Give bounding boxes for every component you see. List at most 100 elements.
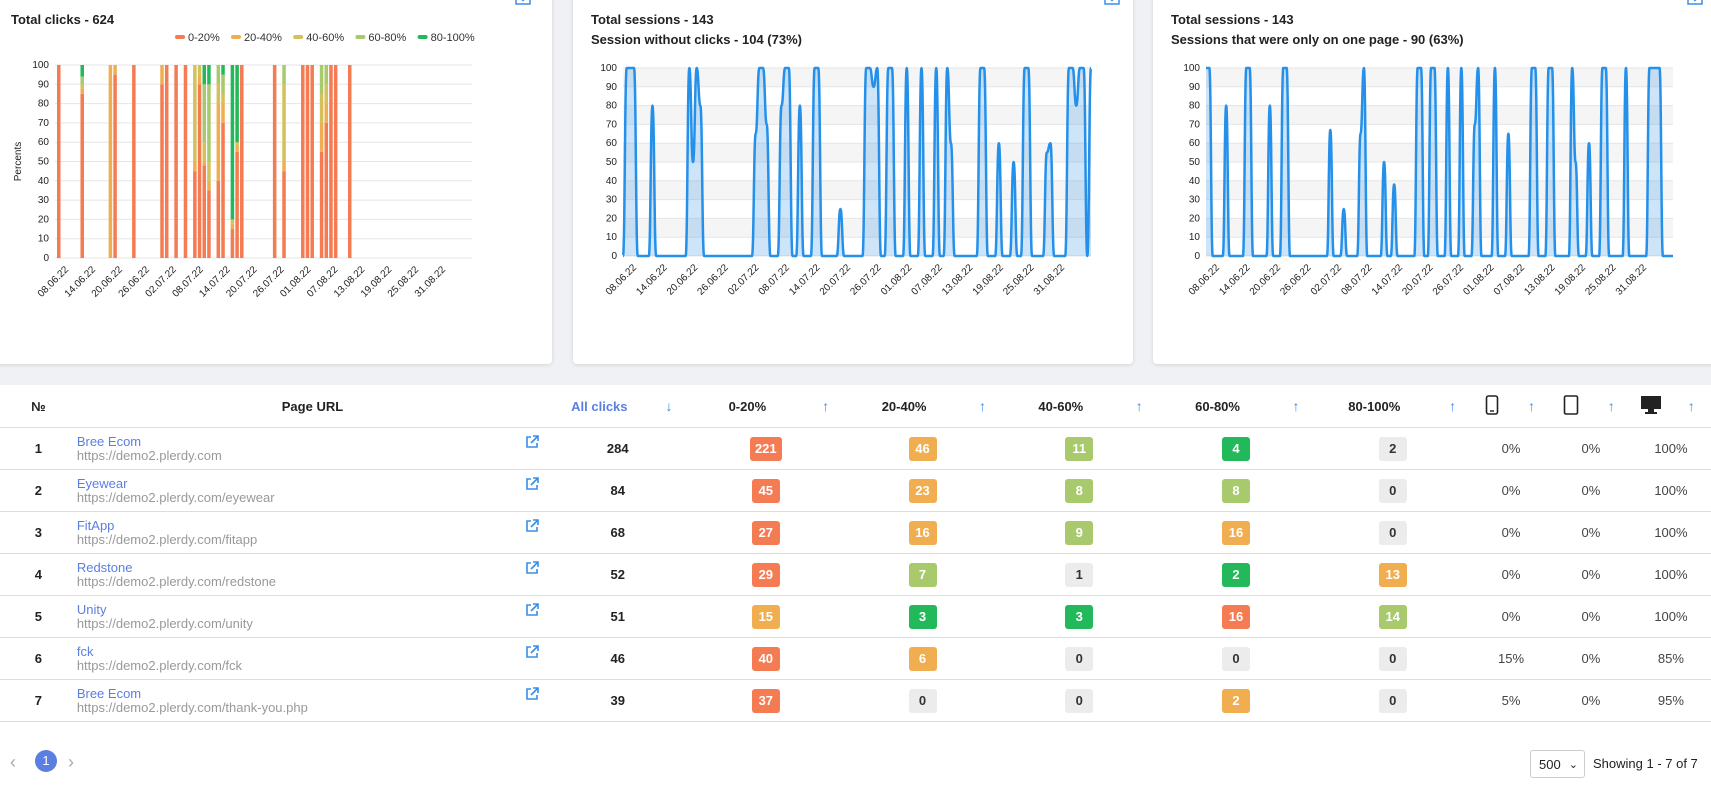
range-cell: 0 bbox=[1000, 637, 1158, 680]
range-cell: 16 bbox=[844, 511, 1001, 554]
bar-segment bbox=[282, 171, 286, 258]
external-link-icon[interactable] bbox=[524, 644, 540, 660]
range-cell: 16 bbox=[1157, 511, 1315, 554]
bar-segment bbox=[272, 65, 277, 258]
col-page-url: Page URL bbox=[76, 385, 549, 428]
page-name-link[interactable]: Eyewear bbox=[76, 475, 128, 491]
table-row: 7 Bree Ecom https://demo2.plerdy.com/thank… bbox=[0, 679, 1711, 722]
all-clicks-value: 51 bbox=[548, 595, 688, 638]
x-tick-label: 20.06.22 bbox=[665, 262, 701, 298]
sort-asc-icon[interactable]: ↑ bbox=[1277, 385, 1315, 428]
mobile-percent: 0% bbox=[1471, 553, 1551, 596]
download-icon[interactable] bbox=[1685, 0, 1705, 6]
x-tick-label: 26.07.22 bbox=[848, 262, 884, 298]
col-mobile-icon[interactable] bbox=[1471, 385, 1513, 428]
grid-band bbox=[1206, 105, 1673, 125]
range-cell: 37 bbox=[687, 679, 845, 722]
col-80-100[interactable]: 80-100% bbox=[1314, 385, 1435, 428]
count-badge: 40 bbox=[751, 646, 780, 671]
external-link-icon[interactable] bbox=[524, 518, 540, 534]
row-number: 2 bbox=[0, 469, 77, 512]
range-cell: 2 bbox=[1157, 553, 1315, 596]
page-name-link[interactable]: Bree Ecom bbox=[76, 433, 142, 449]
count-badge: 7 bbox=[908, 562, 937, 587]
page-name-link[interactable]: Bree Ecom bbox=[76, 685, 142, 701]
mobile-percent: 0% bbox=[1471, 427, 1551, 470]
sort-asc-icon[interactable]: ↑ bbox=[1512, 385, 1551, 428]
chevron-down-icon: ⌄ bbox=[1568, 759, 1578, 771]
download-icon[interactable] bbox=[1102, 0, 1122, 6]
sort-asc-icon[interactable]: ↑ bbox=[964, 385, 1001, 428]
tablet-percent: 0% bbox=[1551, 427, 1631, 470]
grid-band bbox=[623, 68, 1091, 87]
sort-asc-icon[interactable]: ↑ bbox=[807, 385, 845, 428]
external-link-icon[interactable] bbox=[524, 476, 540, 492]
count-badge: 16 bbox=[1222, 604, 1250, 629]
sort-asc-icon[interactable]: ↑ bbox=[1671, 385, 1711, 428]
legend-label: 0-20% bbox=[188, 32, 220, 44]
external-link-icon[interactable] bbox=[524, 434, 540, 450]
bar-segment bbox=[202, 65, 207, 85]
col-20-40[interactable]: 20-40% bbox=[844, 385, 965, 428]
x-tick-label: 25.08.22 bbox=[1583, 262, 1619, 298]
table-row: 1 Bree Ecom https://demo2.plerdy.com 284 221… bbox=[0, 427, 1711, 470]
page-name-link[interactable]: Unity bbox=[76, 601, 107, 617]
x-tick-label: 01.08.22 bbox=[879, 262, 915, 298]
external-link-icon[interactable] bbox=[524, 602, 540, 618]
prev-page-icon[interactable]: ‹ bbox=[10, 752, 16, 772]
page-name-link[interactable]: FitApp bbox=[76, 517, 115, 533]
range-cell: 0 bbox=[1314, 679, 1472, 722]
bar-segment bbox=[230, 223, 235, 230]
page-name-link[interactable]: Redstone bbox=[76, 559, 133, 575]
col-desktop-icon[interactable] bbox=[1630, 385, 1672, 428]
external-link-icon[interactable] bbox=[524, 686, 540, 702]
count-badge: 23 bbox=[908, 478, 937, 503]
bar-segment bbox=[230, 229, 235, 258]
col-40-60[interactable]: 40-60% bbox=[1000, 385, 1121, 428]
bar-segment bbox=[57, 65, 61, 258]
range-cell: 221 bbox=[687, 427, 845, 470]
sort-asc-icon[interactable]: ↑ bbox=[1120, 385, 1158, 428]
count-badge: 16 bbox=[1222, 520, 1250, 545]
row-number: 3 bbox=[0, 511, 77, 554]
bar-segment bbox=[310, 65, 314, 258]
y-tick-label: 40 bbox=[606, 176, 618, 187]
bar-segment bbox=[80, 65, 84, 77]
col-tablet-icon[interactable] bbox=[1551, 385, 1592, 428]
y-tick-label: 60 bbox=[38, 137, 50, 148]
tablet-percent: 0% bbox=[1551, 469, 1631, 512]
next-page-icon[interactable]: › bbox=[68, 752, 74, 772]
y-tick-label: 50 bbox=[606, 157, 618, 168]
sort-asc-icon[interactable]: ↑ bbox=[1434, 385, 1472, 428]
count-badge: 1 bbox=[1065, 562, 1094, 587]
col-0-20[interactable]: 0-20% bbox=[687, 385, 808, 428]
range-cell: 7 bbox=[844, 553, 1001, 596]
sort-asc-icon[interactable]: ↑ bbox=[1591, 385, 1631, 428]
clicks-bar-chart: 010203040506070809010008.06.2214.06.2220… bbox=[13, 32, 475, 300]
mobile-percent: 0% bbox=[1471, 595, 1551, 638]
card-subtitle: Session without clicks - 104 (73%) bbox=[591, 32, 802, 47]
x-tick-label: 31.08.22 bbox=[1032, 262, 1068, 298]
download-icon[interactable] bbox=[513, 0, 533, 6]
bar-segment bbox=[193, 161, 197, 172]
range-cell: 11 bbox=[1000, 427, 1158, 470]
sort-desc-icon[interactable]: ↓ bbox=[650, 385, 688, 428]
per-page-value: 500 bbox=[1539, 757, 1561, 772]
per-page-select[interactable]: 500 ⌄ bbox=[1530, 750, 1585, 778]
grid-band bbox=[623, 143, 1091, 162]
bar-segment bbox=[235, 151, 239, 258]
bar-segment bbox=[108, 65, 113, 258]
bar-segment bbox=[235, 146, 239, 152]
count-badge: 13 bbox=[1378, 562, 1407, 587]
col-60-80[interactable]: 60-80% bbox=[1157, 385, 1278, 428]
x-tick-label: 19.08.22 bbox=[971, 262, 1007, 298]
y-tick-label: 80 bbox=[1189, 101, 1201, 112]
external-link-icon[interactable] bbox=[524, 560, 540, 576]
range-cell: 14 bbox=[1314, 595, 1472, 638]
page-button[interactable]: 1 bbox=[35, 750, 57, 772]
bar-segment bbox=[324, 84, 329, 104]
col-all-clicks[interactable]: All clicks bbox=[548, 385, 651, 428]
bar-segment bbox=[80, 76, 84, 85]
page-name-link[interactable]: fck bbox=[76, 643, 94, 659]
page-url-text: https://demo2.plerdy.com bbox=[76, 447, 222, 463]
